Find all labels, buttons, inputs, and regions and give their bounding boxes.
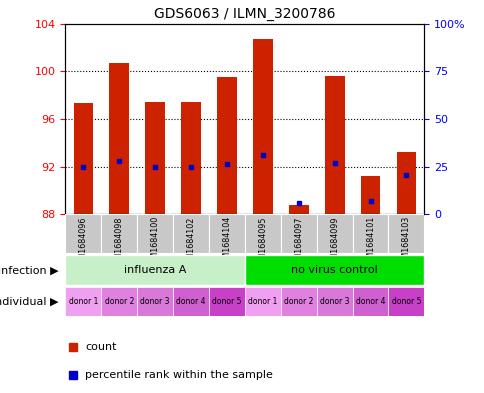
Text: donor 2: donor 2 [284,297,313,306]
Text: percentile rank within the sample: percentile rank within the sample [85,370,272,380]
Bar [65,214,101,253]
Bar [360,176,379,214]
Bar [253,39,272,214]
Text: GSM1684099: GSM1684099 [330,216,338,270]
Bar [209,214,244,253]
Bar [181,102,200,214]
Text: GSM1684098: GSM1684098 [115,216,123,270]
Text: individual ▶: individual ▶ [0,297,58,307]
Text: GSM1684104: GSM1684104 [222,216,231,269]
Bar [101,214,137,253]
Bar [388,287,424,316]
Bar [65,255,244,285]
Text: GSM1684102: GSM1684102 [186,216,195,270]
Text: donor 4: donor 4 [355,297,384,306]
Text: donor 3: donor 3 [140,297,169,306]
Bar [288,205,308,214]
Bar [244,214,280,253]
Bar [145,102,165,214]
Text: donor 1: donor 1 [69,297,98,306]
Bar [173,287,209,316]
Bar [65,287,101,316]
Text: donor 3: donor 3 [319,297,348,306]
Text: donor 5: donor 5 [391,297,420,306]
Bar [137,214,173,253]
Bar [316,214,352,253]
Text: donor 2: donor 2 [105,297,134,306]
Bar [217,77,236,214]
Bar [137,287,173,316]
Bar [74,103,93,214]
Bar [101,287,137,316]
Bar [316,287,352,316]
Text: donor 1: donor 1 [248,297,277,306]
Text: donor 5: donor 5 [212,297,241,306]
Bar [352,287,388,316]
Title: GDS6063 / ILMN_3200786: GDS6063 / ILMN_3200786 [154,7,335,21]
Text: donor 4: donor 4 [176,297,205,306]
Text: GSM1684101: GSM1684101 [365,216,374,269]
Text: GSM1684095: GSM1684095 [258,216,267,270]
Text: infection ▶: infection ▶ [0,265,58,275]
Text: GSM1684100: GSM1684100 [151,216,159,269]
Bar [280,214,316,253]
Bar [388,214,424,253]
Bar [396,152,415,214]
Bar [244,287,280,316]
Bar [173,214,209,253]
Text: influenza A: influenza A [124,265,186,275]
Bar [209,287,244,316]
Bar [109,63,129,214]
Text: GSM1684103: GSM1684103 [401,216,410,269]
Text: count: count [85,342,117,352]
Text: GSM1684097: GSM1684097 [294,216,302,270]
Bar [324,76,344,214]
Bar [244,255,424,285]
Bar [352,214,388,253]
Text: GSM1684096: GSM1684096 [79,216,88,270]
Text: no virus control: no virus control [291,265,377,275]
Bar [280,287,316,316]
